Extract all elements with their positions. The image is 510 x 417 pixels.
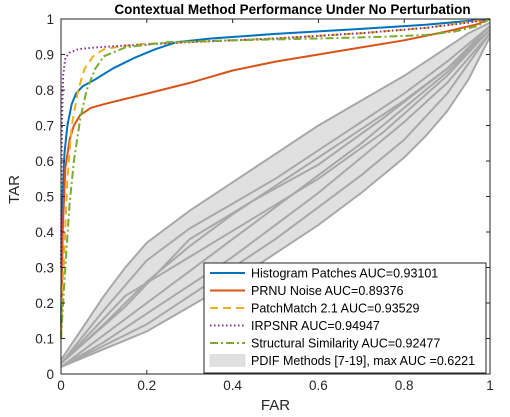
y-tick-label: 0.5 (35, 190, 54, 205)
legend-label: PatchMatch 2.1 AUC=0.93529 (251, 302, 420, 316)
chart-title: Contextual Method Performance Under No P… (114, 2, 470, 17)
series-line-1 (60, 18, 491, 332)
legend-label: IRPSNR AUC=0.94947 (251, 319, 380, 333)
x-tick-label: 0.4 (223, 378, 242, 393)
legend-swatch (209, 354, 246, 367)
y-tick-label: 1 (46, 12, 54, 27)
x-tick-label: 0.6 (309, 378, 328, 393)
pdif-curve (60, 25, 491, 365)
y-tick-label: 0.7 (35, 119, 54, 134)
x-tick-label: 0.2 (137, 378, 156, 393)
legend-label: Structural Similarity AUC=0.92477 (251, 337, 440, 351)
y-tick-label: 0.4 (35, 225, 54, 240)
legend-label: PRNU Noise AUC=0.89376 (251, 284, 404, 298)
y-tick-label: 0.9 (35, 48, 54, 63)
pdif-curve (60, 32, 491, 368)
pdif-curve (60, 25, 491, 365)
legend-label: PDIF Methods [7-19], max AUC =0.6221 (251, 354, 475, 368)
series-line-2 (60, 18, 491, 339)
series-line-5 (60, 18, 491, 339)
y-tick-label: 0.2 (35, 296, 54, 311)
legend-box (203, 262, 487, 374)
legend: Histogram Patches AUC=0.93101 PRNU Noise … (203, 262, 487, 374)
x-tick-label: 0.8 (395, 378, 414, 393)
pdif-band-layer (60, 21, 491, 368)
y-tick-label: 0.6 (35, 154, 54, 169)
pdif-curve (60, 21, 491, 361)
y-tick-label: 0.1 (35, 332, 54, 347)
y-tick-label: 0 (46, 367, 54, 382)
y-tick-label: 0.3 (35, 261, 54, 276)
legend-label: Histogram Patches AUC=0.93101 (251, 267, 438, 281)
series-layer (60, 18, 491, 339)
y-tick-label: 0.8 (35, 83, 54, 98)
pdif-curve (60, 29, 491, 365)
pdif-curve (60, 36, 491, 368)
x-tick-label: 0 (57, 378, 65, 393)
x-axis-label: FAR (261, 397, 290, 414)
y-axis-label: TAR (6, 175, 23, 204)
pdif-curve (60, 28, 491, 368)
tick-layer: 0 0.2 0.4 0.6 0.8 1 0 0.1 0.2 0.3 0.4 0.5 0.6 0.7 0.8 0… (35, 12, 494, 393)
x-tick-label: 1 (486, 378, 494, 393)
pdif-curve (60, 32, 491, 368)
